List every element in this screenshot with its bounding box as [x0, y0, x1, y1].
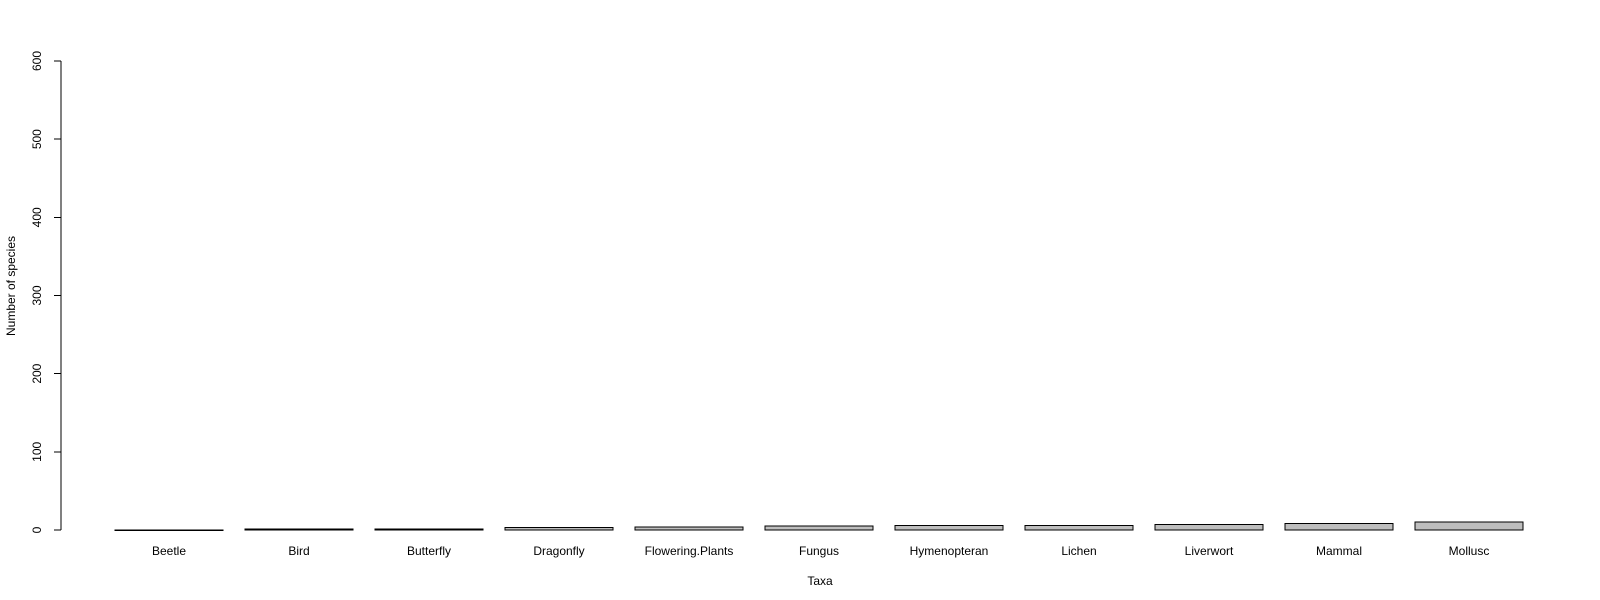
- bar-hymenopteran: [894, 524, 1004, 531]
- x-tick-label: Lichen: [1061, 544, 1096, 558]
- bar-liverwort: [1154, 524, 1264, 531]
- bar-butterfly: [374, 528, 484, 531]
- x-tick-label: Mammal: [1316, 544, 1362, 558]
- bar-flowering-plants: [634, 526, 744, 531]
- x-tick-label: Butterfly: [407, 544, 451, 558]
- y-ticks: 0 100 200 300 400 500 600: [30, 51, 61, 533]
- x-tick-label: Flowering.Plants: [645, 544, 734, 558]
- y-tick-label: 0: [30, 526, 44, 533]
- bar-mollusc: [1414, 521, 1524, 531]
- x-tick-label: Liverwort: [1185, 544, 1234, 558]
- bar-bird: [244, 528, 354, 531]
- x-tick-label: Dragonfly: [533, 544, 584, 558]
- y-tick-label: 100: [30, 442, 44, 462]
- y-tick-label: 400: [30, 207, 44, 227]
- bar-lichen: [1024, 524, 1134, 531]
- y-tick-label: 300: [30, 285, 44, 305]
- y-axis: 0 100 200 300 400 500 600: [30, 51, 62, 533]
- x-axis-title: Taxa: [807, 574, 833, 588]
- x-tick-label: Hymenopteran: [910, 544, 989, 558]
- y-tick-label: 500: [30, 129, 44, 149]
- bar-dragonfly: [504, 527, 614, 531]
- bars: [114, 521, 1524, 531]
- y-tick-label: 600: [30, 51, 44, 71]
- x-tick-labels: Beetle Bird Butterfly Dragonfly Flowering.Pl…: [152, 544, 1489, 558]
- x-tick-label: Mollusc: [1449, 544, 1490, 558]
- bar-beetle: [114, 529, 224, 531]
- x-tick-label: Beetle: [152, 544, 186, 558]
- bar-fungus: [764, 525, 874, 531]
- y-axis-title: Number of species: [4, 236, 18, 336]
- x-tick-label: Bird: [288, 544, 309, 558]
- y-tick-label: 200: [30, 363, 44, 383]
- bar-mammal: [1284, 523, 1394, 531]
- x-tick-label: Fungus: [799, 544, 839, 558]
